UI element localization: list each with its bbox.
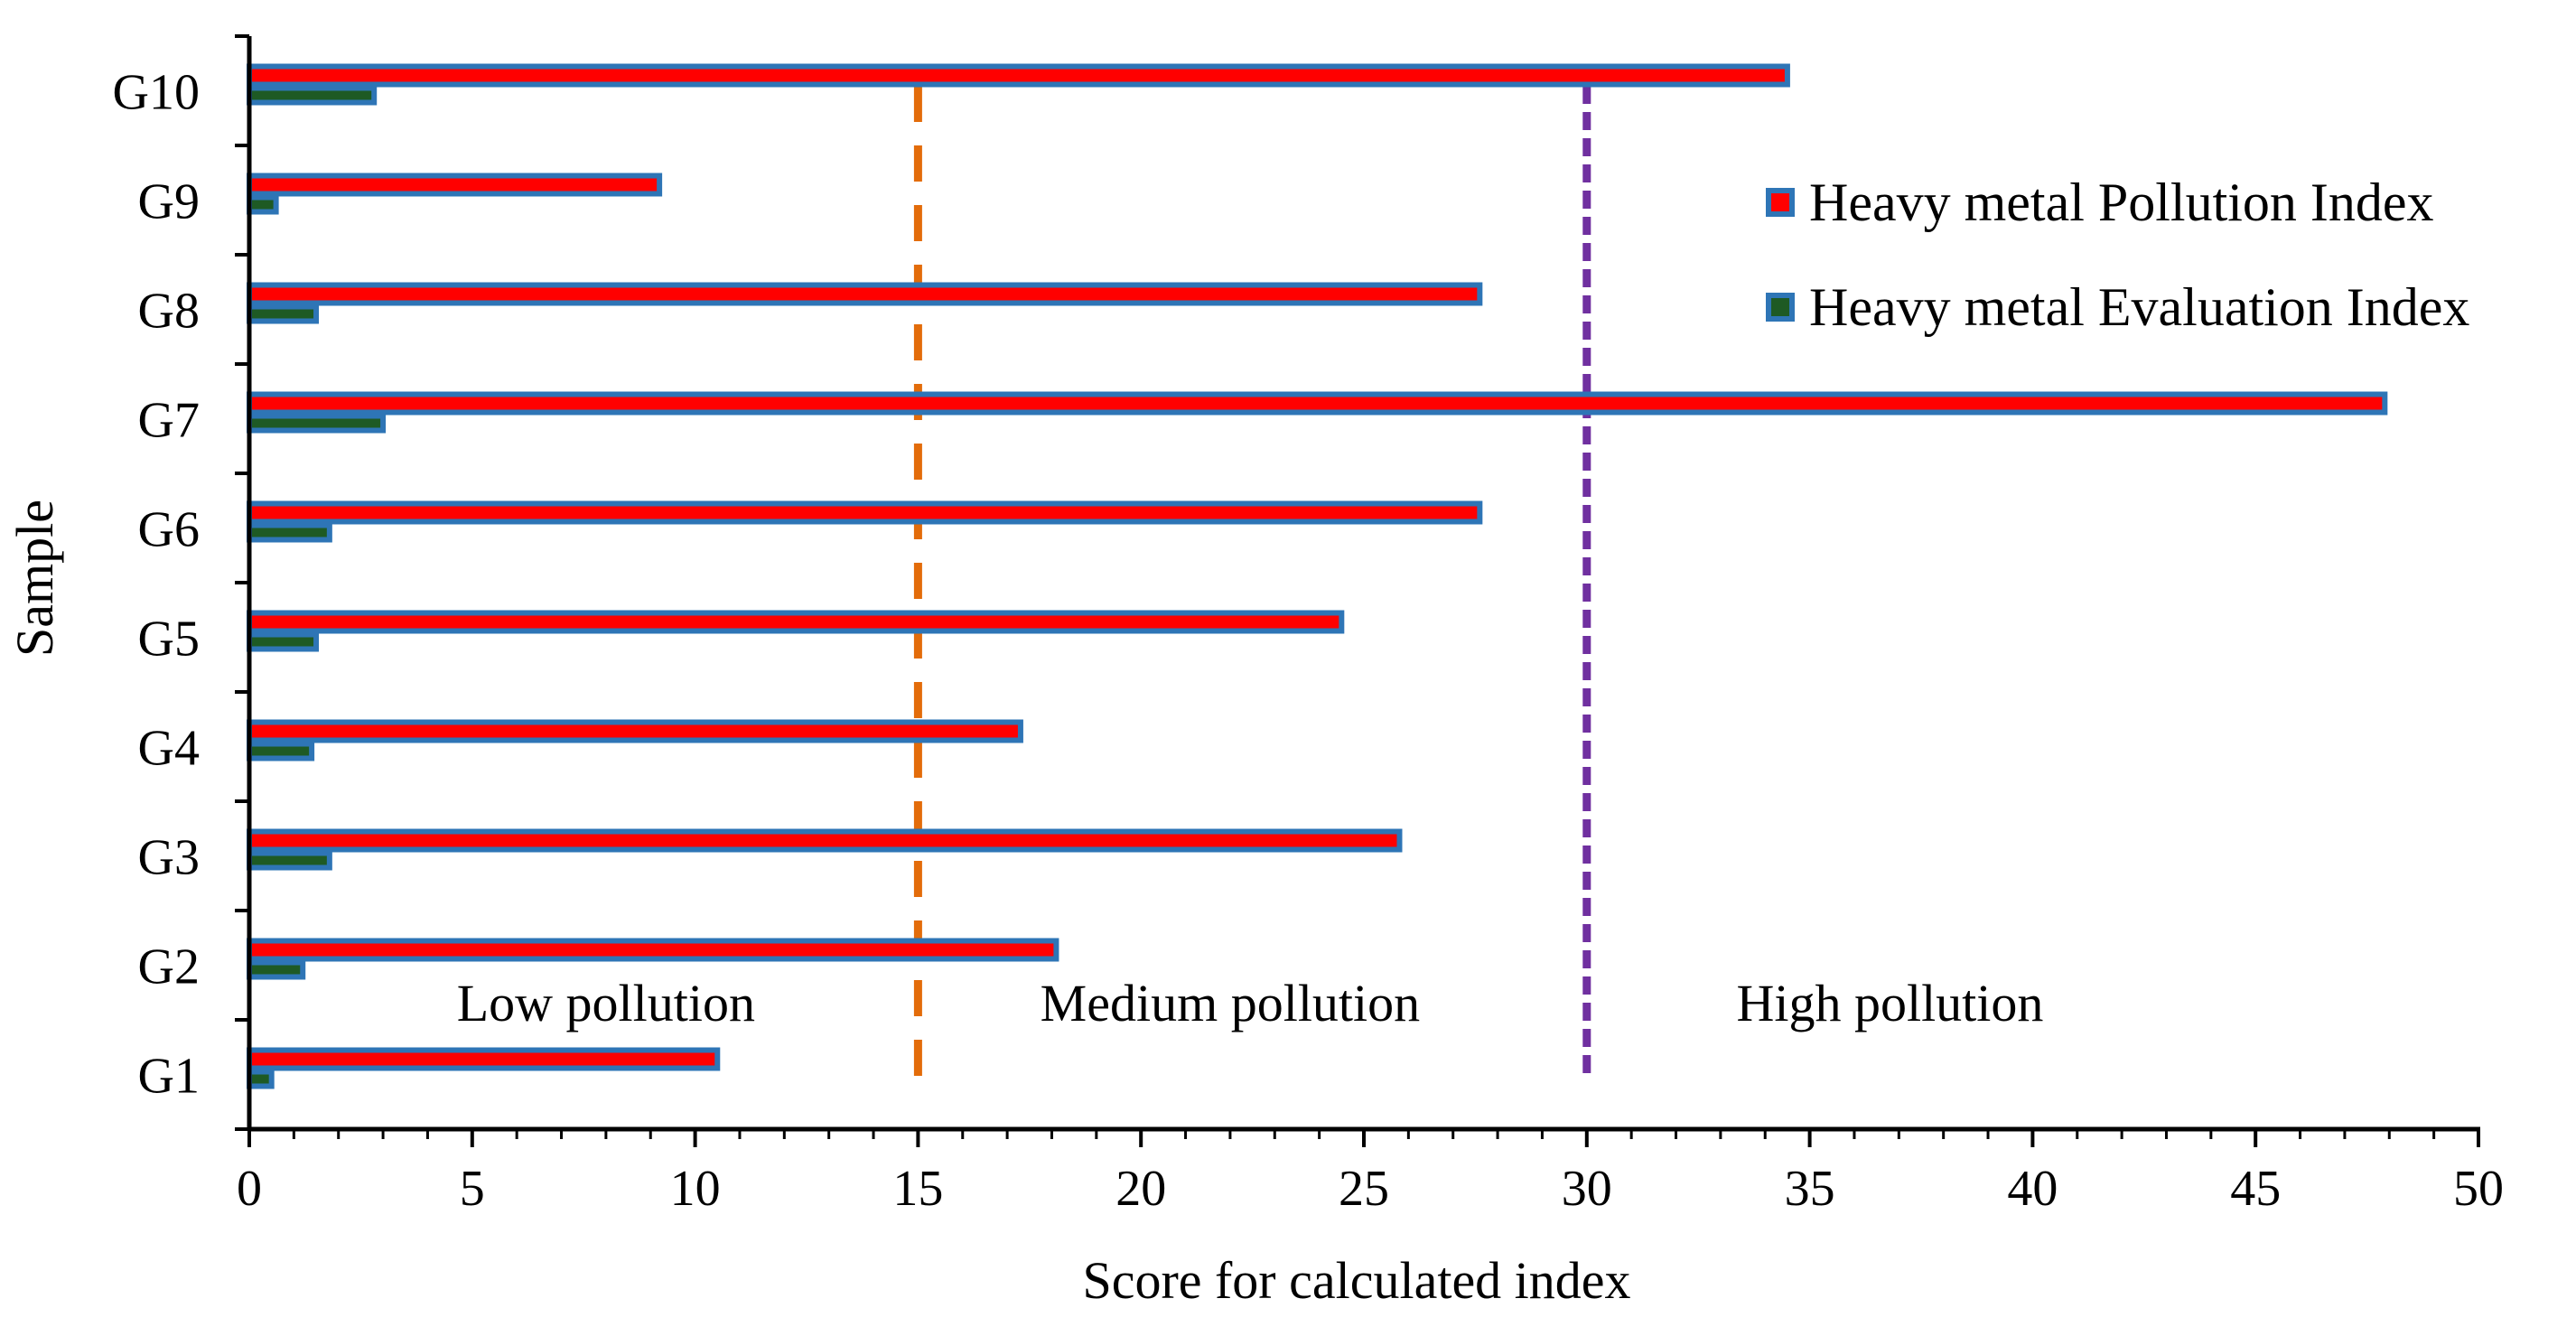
legend-label-evaluation-index: Heavy metal Evaluation Index [1809, 277, 2469, 337]
y-tick-label-g10: G10 [113, 65, 200, 121]
x-tick-label-30: 30 [1562, 1161, 1612, 1217]
bar-evaluation-index-g1 [247, 1069, 275, 1089]
bar-pollution-index-g5 [247, 610, 1345, 634]
legend-label-pollution-index: Heavy metal Pollution Index [1809, 173, 2434, 232]
bar-evaluation-index-g5 [247, 631, 320, 652]
y-tick-label-g3: G3 [138, 830, 200, 886]
axes-group: G1 G2 G3 G4 G5 G6 G7 G8 G9 G10 0 5 10 15 20 25 30 35 40 45 5… [113, 34, 2504, 1217]
y-tick-label-g8: G8 [138, 284, 200, 340]
y-tick-label-g6: G6 [138, 502, 200, 558]
y-tick-label-g5: G5 [138, 612, 200, 668]
bar-evaluation-index-g6 [247, 522, 332, 543]
y-tick-label-g2: G2 [138, 939, 200, 995]
x-tick-label-40: 40 [2007, 1161, 2058, 1217]
zone-label-high: High pollution [1736, 974, 2043, 1032]
y-tick-label-g9: G9 [138, 174, 200, 230]
bar-evaluation-index-g7 [247, 413, 387, 434]
x-tick-label-50: 50 [2453, 1161, 2504, 1217]
zone-label-medium: Medium pollution [1041, 974, 1421, 1032]
bar-pollution-index-g10 [247, 63, 1790, 88]
legend-swatch-pollution-index [1766, 188, 1795, 217]
y-tick-label-g7: G7 [138, 393, 200, 449]
y-axis-title: Sample [5, 500, 64, 657]
y-tick-label-g4: G4 [138, 721, 200, 777]
bar-pollution-index-g7 [247, 391, 2388, 416]
bar-evaluation-index-g8 [247, 304, 320, 324]
x-tick-label-5: 5 [460, 1161, 485, 1217]
bar-pollution-index-g2 [247, 938, 1059, 962]
bar-pollution-index-g9 [247, 173, 663, 197]
zone-label-low: Low pollution [457, 974, 755, 1032]
legend-swatch-evaluation-index [1766, 293, 1795, 322]
bar-pollution-index-g4 [247, 719, 1023, 743]
x-tick-label-10: 10 [670, 1161, 721, 1217]
bar-evaluation-index-g4 [247, 741, 315, 761]
x-tick-label-15: 15 [892, 1161, 943, 1217]
reference-lines [913, 86, 1591, 1077]
bar-pollution-index-g1 [247, 1047, 721, 1071]
legend: Heavy metal Pollution Index Heavy metal … [1766, 173, 2469, 337]
x-tick-label-35: 35 [1785, 1161, 1835, 1217]
x-tick-label-25: 25 [1339, 1161, 1389, 1217]
y-tick-label-g1: G1 [138, 1049, 200, 1105]
bar-pollution-index-g6 [247, 500, 1483, 525]
x-tick-label-20: 20 [1115, 1161, 1166, 1217]
bar-evaluation-index-g2 [247, 959, 306, 980]
x-tick-label-0: 0 [237, 1161, 262, 1217]
bar-evaluation-index-g10 [247, 85, 378, 106]
bar-evaluation-index-g9 [247, 194, 279, 215]
x-axis-title: Score for calculated index [1082, 1251, 1630, 1310]
bar-pollution-index-g3 [247, 828, 1403, 853]
bar-pollution-index-g8 [247, 282, 1483, 306]
bar-evaluation-index-g3 [247, 850, 332, 871]
zone-labels: Low pollution Medium pollution High pollut… [457, 974, 2044, 1032]
x-tick-label-45: 45 [2230, 1161, 2281, 1217]
